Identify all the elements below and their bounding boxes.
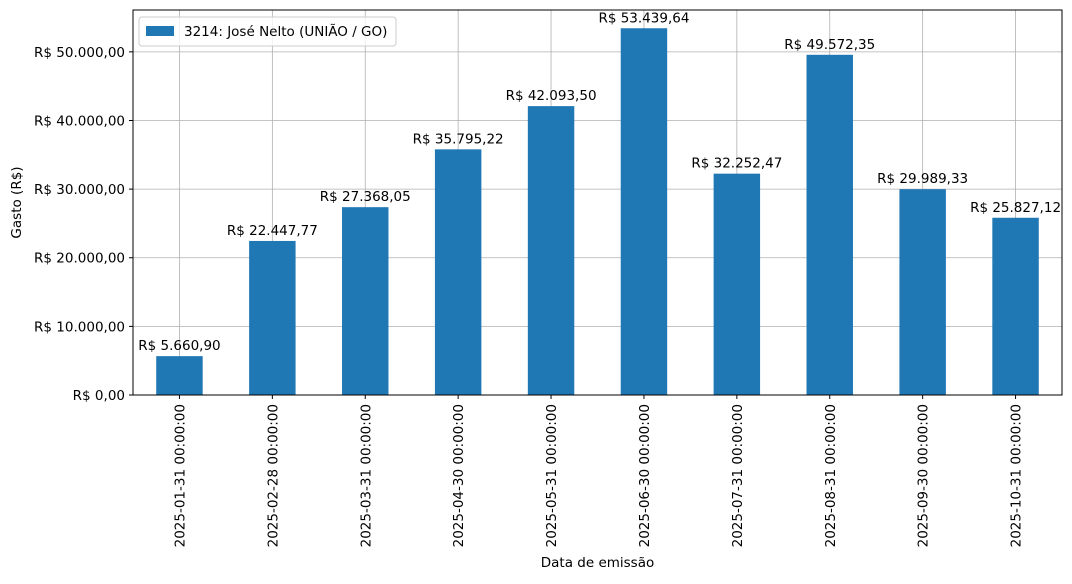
bar bbox=[713, 173, 761, 395]
x-tick-label: 2025-05-31 00:00:00 bbox=[544, 404, 560, 547]
x-tick-label: 2025-07-31 00:00:00 bbox=[730, 404, 746, 547]
y-tick-label: R$ 10.000,00 bbox=[34, 319, 125, 335]
bar-value-label: R$ 53.439,64 bbox=[598, 10, 689, 26]
bar-value-label: R$ 5.660,90 bbox=[138, 338, 220, 354]
x-axis-title: Data de emissão bbox=[541, 555, 655, 571]
y-axis-title: Gasto (R$) bbox=[9, 166, 25, 238]
x-tick-label: 2025-08-31 00:00:00 bbox=[823, 404, 839, 547]
bar bbox=[806, 54, 853, 395]
x-tick-label: 2025-04-30 00:00:00 bbox=[451, 404, 467, 547]
bar bbox=[342, 207, 389, 395]
plot-frame bbox=[132, 9, 1063, 396]
bar-value-label: R$ 32.252,47 bbox=[691, 156, 782, 172]
bar-value-label: R$ 49.572,35 bbox=[784, 37, 875, 53]
bar bbox=[992, 217, 1039, 395]
bar-value-label: R$ 42.093,50 bbox=[506, 88, 597, 104]
bar-value-label: R$ 25.827,12 bbox=[970, 200, 1061, 216]
data-labels: R$ 5.660,90 R$ 22.447,77 R$ 27.368,05 R$ 35… bbox=[138, 10, 1061, 354]
y-tick-label: R$ 30.000,00 bbox=[34, 182, 125, 198]
legend-label: 3214: José Nelto (UNIÃO / GO) bbox=[184, 23, 387, 40]
y-tick-label: R$ 50.000,00 bbox=[34, 45, 125, 61]
y-tick-label: R$ 40.000,00 bbox=[34, 113, 125, 129]
x-tick-label: 2025-09-30 00:00:00 bbox=[916, 404, 932, 547]
bar bbox=[249, 240, 296, 395]
legend: 3214: José Nelto (UNIÃO / GO) bbox=[138, 16, 397, 47]
bar bbox=[527, 106, 575, 395]
bar-value-label: R$ 35.795,22 bbox=[413, 131, 504, 147]
y-tick-label: R$ 20.000,00 bbox=[34, 251, 125, 267]
bar bbox=[899, 189, 946, 395]
bar bbox=[620, 28, 668, 395]
bar bbox=[434, 149, 482, 395]
bar-value-label: R$ 27.368,05 bbox=[320, 189, 411, 205]
axes: R$ 0,00 R$ 10.000,00 R$ 20.000,00 R$ 30.000… bbox=[9, 9, 1063, 571]
bar bbox=[156, 356, 203, 395]
y-tick-label: R$ 0,00 bbox=[73, 388, 125, 404]
bar-value-label: R$ 29.989,33 bbox=[877, 171, 968, 187]
x-tick-label: 2025-06-30 00:00:00 bbox=[637, 404, 653, 547]
x-tick-label: 2025-01-31 00:00:00 bbox=[172, 404, 188, 547]
legend-swatch bbox=[146, 26, 174, 36]
legend-box bbox=[138, 16, 397, 47]
bar-value-label: R$ 22.447,77 bbox=[227, 223, 318, 239]
x-tick-label: 2025-03-31 00:00:00 bbox=[358, 404, 374, 547]
x-tick-label: 2025-10-31 00:00:00 bbox=[1009, 404, 1025, 547]
x-tick-label: 2025-02-28 00:00:00 bbox=[265, 404, 281, 547]
bars bbox=[156, 28, 1039, 395]
